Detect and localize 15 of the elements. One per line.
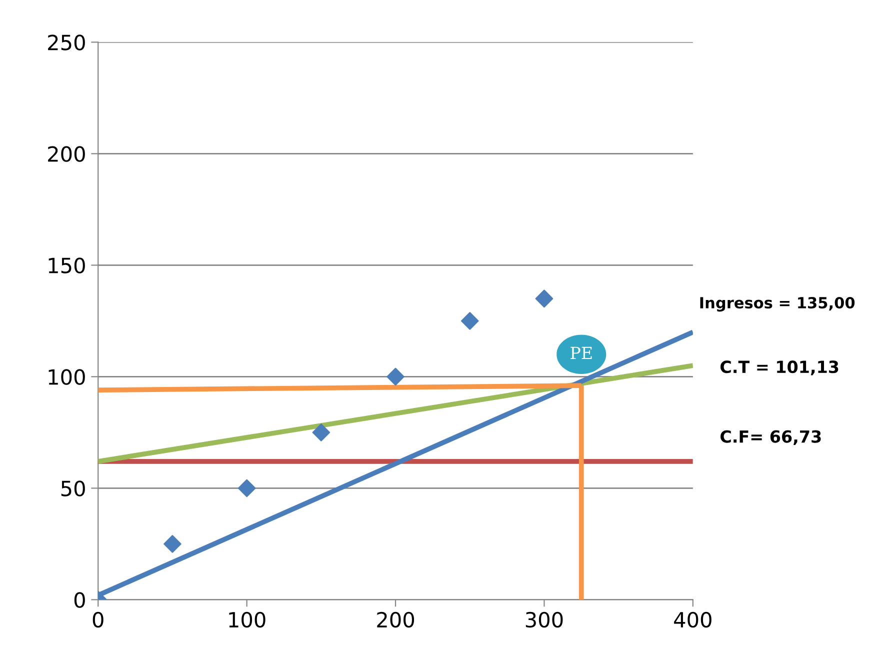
y-tick-label: 250 [48, 34, 85, 50]
annotation: PE [570, 346, 592, 359]
x-tick-label: 300 [526, 612, 563, 628]
x-tick-label: 400 [674, 612, 712, 628]
y-tick-label: 200 [48, 146, 85, 162]
text: C.T = 101,13 [720, 360, 838, 376]
x-tick-label: 200 [377, 612, 414, 628]
x-tick-label: 0 [92, 612, 104, 628]
x-tick-label: 100 [229, 612, 266, 628]
text: Ingresos = 135,00 [700, 296, 855, 312]
text: C.F= 66,73 [720, 430, 821, 445]
y-tick-label: 50 [61, 480, 85, 496]
y-tick-label: 100 [48, 369, 85, 385]
y-tick-label: 150 [48, 258, 85, 274]
y-tick-label: 0 [74, 592, 85, 608]
